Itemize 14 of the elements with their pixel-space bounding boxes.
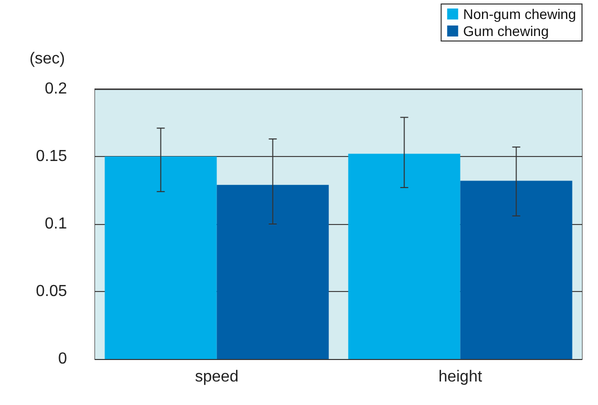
legend-label: Non-gum chewing: [463, 6, 576, 22]
y-tick-label: 0.05: [36, 283, 68, 300]
y-axis-title: (sec): [29, 50, 65, 68]
x-tick-label: height: [438, 368, 483, 386]
y-tick-label: 0: [58, 350, 68, 368]
x-tick-label: speed: [194, 368, 239, 386]
y-tick-label: 0.15: [36, 148, 68, 165]
bar: [104, 156, 217, 359]
y-tick-label: 0.1: [44, 216, 68, 232]
legend-label: Gum chewing: [463, 23, 549, 39]
bar: [348, 154, 460, 359]
bar: [460, 180, 572, 359]
bar: [216, 184, 329, 359]
y-tick-label: 0.2: [44, 80, 68, 98]
